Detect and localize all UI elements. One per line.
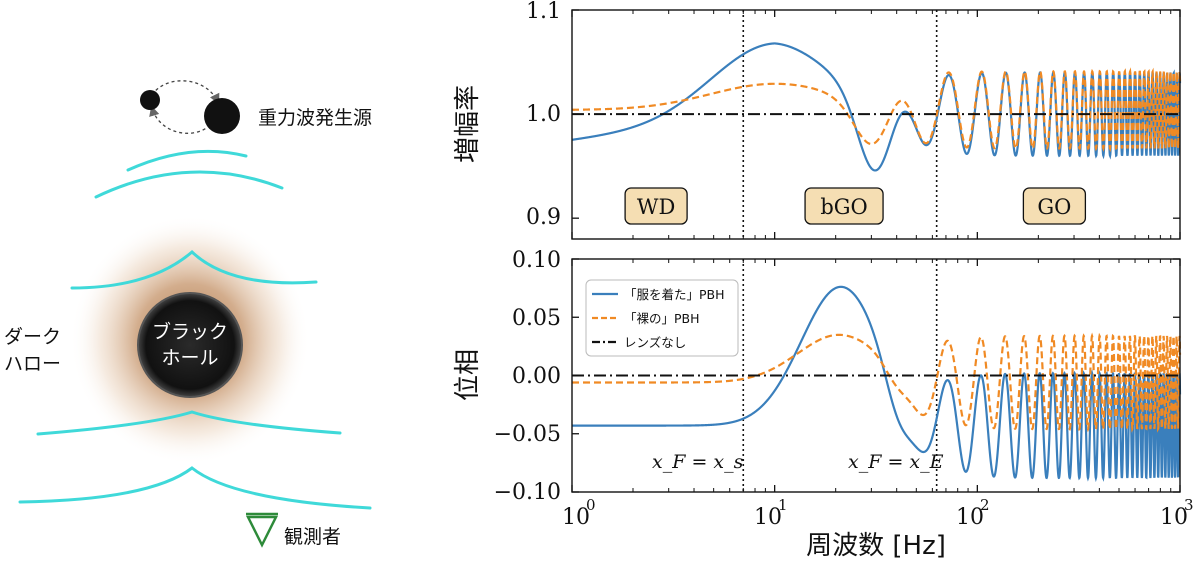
top-plot-frame: [571, 9, 1181, 240]
svg-text:10: 10: [956, 505, 984, 530]
wavefront-5: [18, 466, 372, 510]
large-star-icon: [204, 98, 240, 134]
halo-label-line2: ハロー: [4, 353, 61, 375]
vline-label-xe: x_F = x_E: [848, 451, 944, 473]
top-ytick-label-3: 1.1: [526, 0, 561, 24]
xtick-label-2: 10 1: [754, 496, 788, 530]
wavefront-2: [94, 170, 284, 199]
svg-text:0: 0: [586, 496, 596, 514]
xtick-label-4: 10 3: [1160, 496, 1194, 530]
black-hole-label-line1: ブラック: [152, 320, 228, 343]
amplification-plot: WD bGO GO 0.9 1.0 1.1 増幅率: [453, 0, 1182, 240]
source-label: 重力波発生源: [258, 107, 372, 129]
black-hole: [137, 292, 243, 398]
svg-text:2: 2: [980, 496, 990, 514]
legend-label-dressed: 「服を着た」PBH: [624, 287, 725, 302]
observer-eye-icon: [245, 512, 279, 548]
black-hole-label-line2: ホール: [161, 347, 218, 369]
xtick-label-1: 10 0: [562, 496, 596, 530]
legend-label-nolens: レンズなし: [624, 335, 686, 350]
top-plot-curves: [571, 42, 1182, 172]
wavefront-1: [126, 149, 248, 172]
wavefront-3: [70, 249, 318, 290]
region-box-go: [1022, 187, 1087, 225]
halo-label-line1: ダーク: [4, 326, 61, 348]
region-label-wd: WD: [637, 195, 675, 219]
svg-text:10: 10: [754, 505, 782, 530]
small-star-icon: [140, 90, 160, 110]
series-line-dressed-pbh: [572, 285, 1182, 483]
legend: 「服を着た」PBH 「裸の」PBH レンズなし: [585, 279, 739, 357]
svg-text:3: 3: [1184, 496, 1194, 514]
bottom-ytick-label-1: −0.10: [494, 480, 561, 505]
svg-text:1: 1: [778, 496, 788, 514]
svg-text:10: 10: [1160, 505, 1188, 530]
region-box-wd: [624, 187, 688, 225]
wavefronts: [18, 149, 372, 510]
bottom-ylabel: 位相: [453, 349, 483, 401]
phase-plot: −0.10 −0.05 0.00 0.05 0.10 位相 x_F = x_s …: [453, 248, 1194, 561]
bottom-ytick-label-4: 0.05: [512, 306, 561, 331]
series-line-dressed-pbh: [571, 42, 1182, 172]
vline-label-xs: x_F = x_s: [652, 451, 744, 473]
top-ylabel: 増幅率: [453, 85, 483, 163]
svg-text:10: 10: [562, 505, 590, 530]
series-line-bare-pbh: [572, 332, 1182, 434]
bottom-ytick-label-3: 0.00: [512, 364, 561, 389]
wavefront-4: [36, 410, 342, 436]
bottom-plot-curves: [572, 285, 1182, 483]
xtick-label-3: 10 2: [956, 496, 990, 530]
top-ytick-label-2: 1.0: [526, 102, 561, 127]
top-plot-vlines: [742, 10, 938, 239]
xlabel: 周波数 [Hz]: [806, 531, 946, 561]
region-label-bgo: bGO: [820, 195, 867, 219]
lensing-diagram: 重力波発生源 ブラック ホール ダーク ハロー 観測者: [4, 80, 372, 548]
binary-source: [140, 80, 240, 134]
series-line-bare-pbh: [572, 67, 1182, 153]
region-box-bgo: [804, 187, 884, 225]
bottom-ytick-label-2: −0.05: [494, 422, 561, 447]
observer-label: 観測者: [284, 526, 341, 548]
region-label-go: GO: [1037, 195, 1071, 219]
bottom-plot-frame: [571, 258, 1181, 493]
bottom-ytick-label-5: 0.10: [512, 248, 561, 273]
top-ytick-label-1: 0.9: [526, 205, 561, 230]
legend-label-bare: 「裸の」PBH: [624, 311, 700, 326]
